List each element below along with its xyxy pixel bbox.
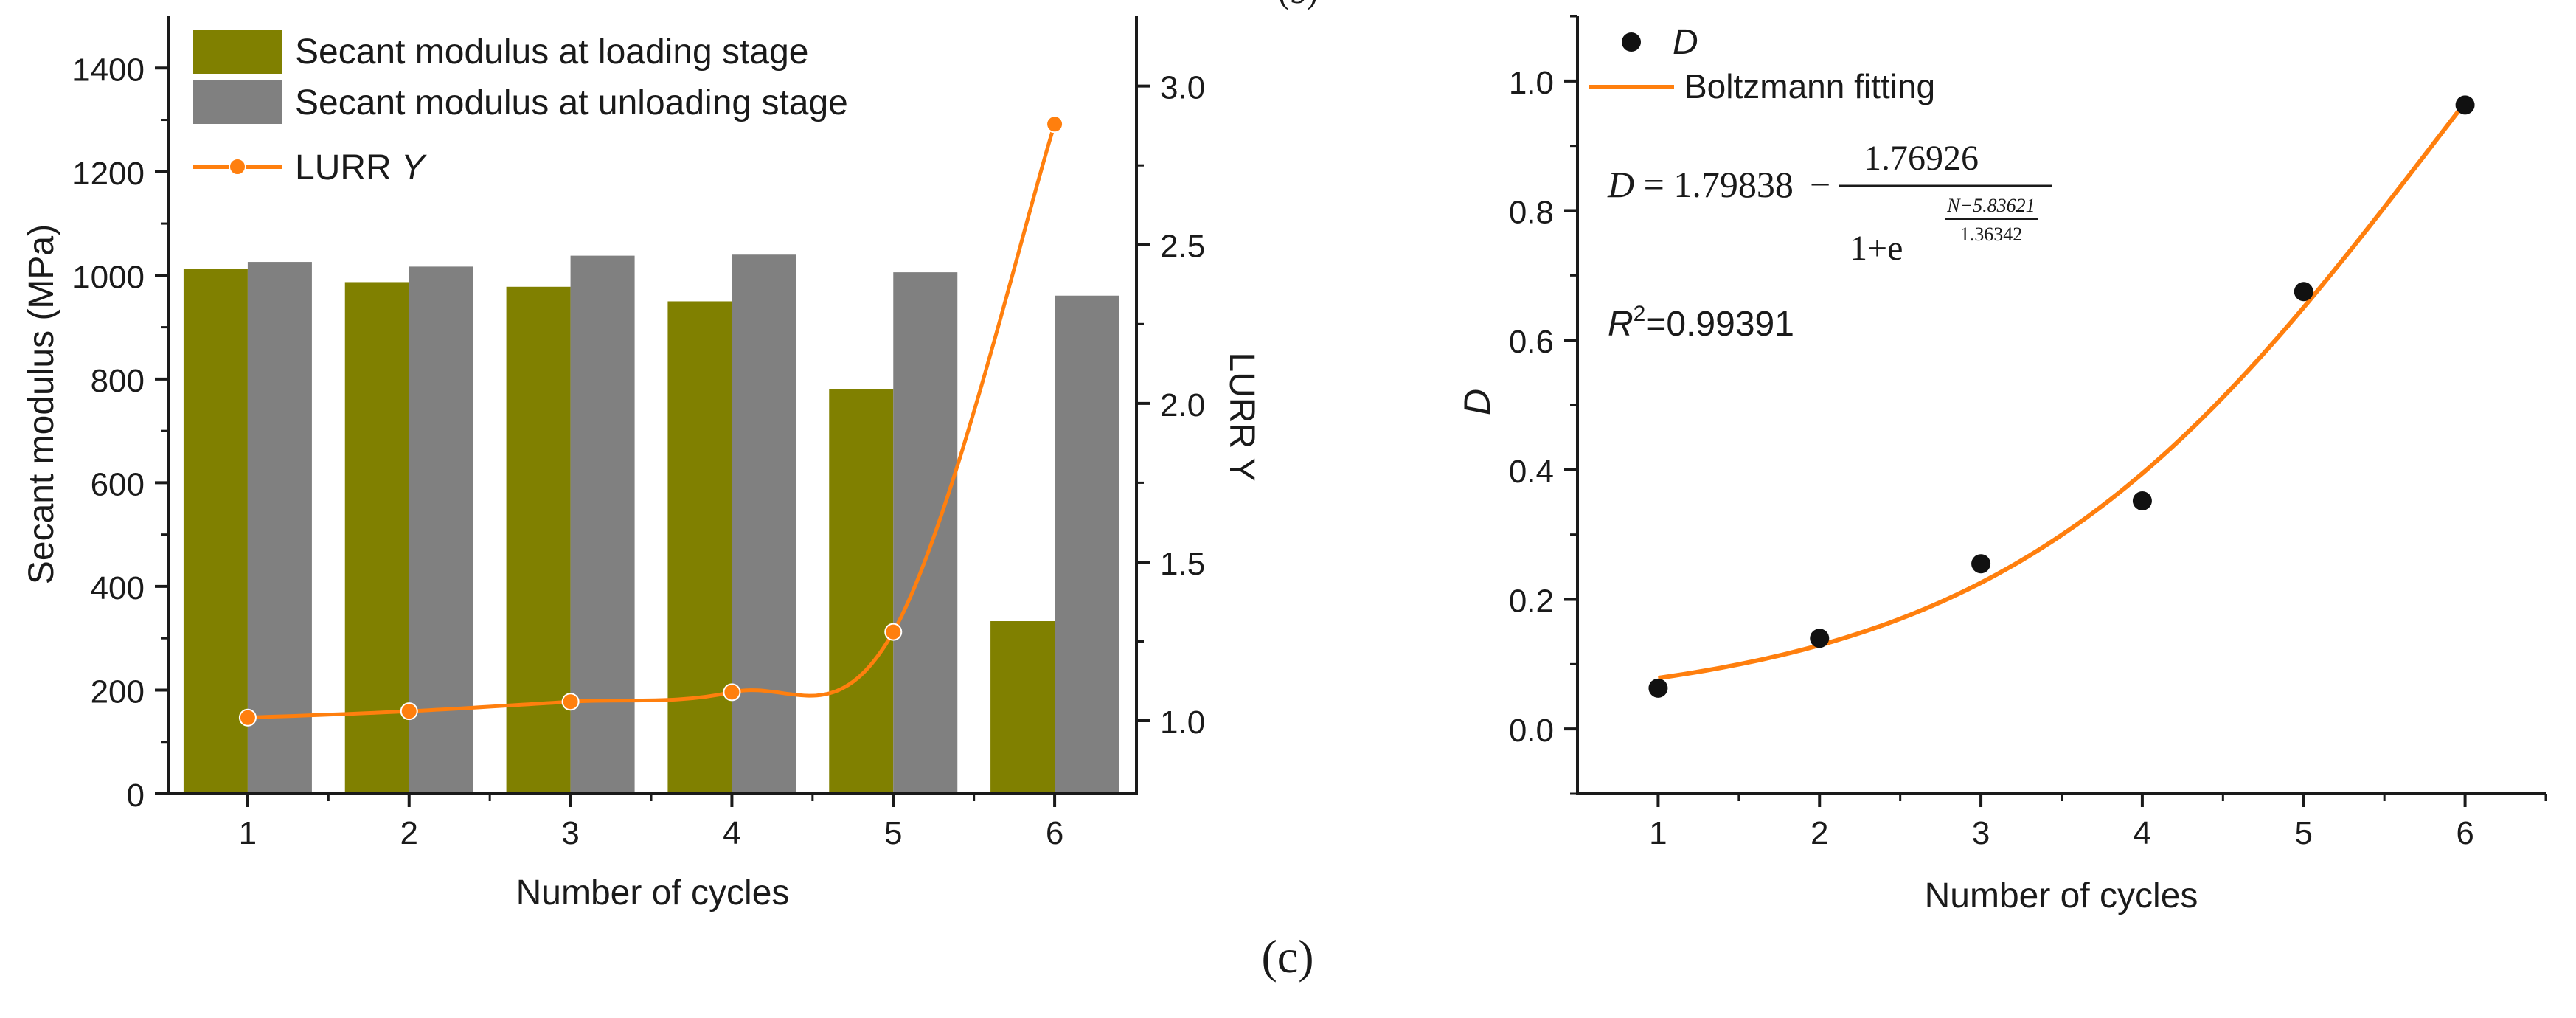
right-chart: 0.0 0.2 0.4 0.6 0.8 1.0 1 2 3 4 5 6 Number of cycl… — [1457, 15, 2547, 915]
legend-swatch-d-marker — [1622, 32, 1641, 52]
left-y2-axis-label: LURR Y — [1222, 352, 1261, 481]
right-y-tick-label-0.8: 0.8 — [1509, 195, 1554, 231]
bar-unloading-cycle-1 — [247, 262, 312, 794]
bar-unloading-cycle-4 — [732, 254, 796, 794]
right-x-tick-label-3: 3 — [1972, 815, 1990, 851]
lurr-point-cycle-1 — [238, 708, 257, 727]
right-y-tick-label-0.0: 0.0 — [1509, 713, 1554, 749]
right-y-ticks: 0.0 0.2 0.4 0.6 0.8 1.0 — [1509, 15, 1577, 795]
right-y-tick-label-1.0: 1.0 — [1509, 65, 1554, 101]
left-y-tick-label-600: 600 — [91, 466, 145, 502]
right-x-tick-label-2: 2 — [1811, 815, 1828, 851]
left-y2-tick-label-2.0: 2.0 — [1160, 387, 1205, 423]
lurr-point-cycle-3 — [561, 693, 580, 711]
equation-exp-denominator: 1.36342 — [1960, 224, 2023, 245]
left-bars — [183, 254, 1119, 794]
d-point-cycle-6 — [2455, 95, 2475, 115]
left-x-ticks: 1 2 3 4 5 6 — [239, 794, 1063, 851]
bar-unloading-cycle-3 — [570, 255, 635, 794]
right-legend: D Boltzmann fitting — [1589, 23, 1935, 105]
left-y-axis-label: Secant modulus (MPa) — [22, 224, 61, 584]
left-x-tick-label-2: 2 — [400, 815, 418, 851]
left-y-tick-label-0: 0 — [127, 778, 145, 814]
equation-minus: − — [1810, 164, 1830, 205]
left-x-tick-label-3: 3 — [561, 815, 579, 851]
d-point-cycle-4 — [2132, 491, 2152, 510]
left-y-tick-label-1000: 1000 — [72, 259, 145, 295]
lurr-point-cycle-5 — [884, 623, 903, 641]
left-y-tick-label-1400: 1400 — [72, 52, 145, 88]
left-y2-tick-label-2.5: 2.5 — [1160, 229, 1205, 265]
d-point-cycle-3 — [1971, 554, 1991, 574]
legend-label-unloading: Secant modulus at unloading stage — [295, 83, 848, 122]
r-squared: R2=0.99391 — [1608, 302, 1794, 344]
right-x-ticks: 1 2 3 4 5 6 — [1649, 794, 2547, 851]
right-x-axis-label: Number of cycles — [1925, 876, 2198, 915]
legend-label-d: D — [1673, 23, 1698, 62]
left-chart: 0 200 400 600 800 1000 1200 1400 1.0 1.5 2.0 2.5 3.… — [22, 16, 1261, 913]
bar-unloading-cycle-5 — [893, 272, 958, 794]
bar-loading-cycle-4 — [667, 301, 732, 794]
right-y-tick-label-0.4: 0.4 — [1509, 454, 1554, 490]
bar-unloading-cycle-6 — [1055, 295, 1119, 794]
bar-loading-cycle-3 — [506, 286, 571, 794]
bar-loading-cycle-5 — [829, 389, 894, 794]
legend-swatch-lurr-marker — [229, 158, 246, 176]
left-y-tick-label-200: 200 — [91, 674, 145, 710]
right-x-tick-label-5: 5 — [2295, 815, 2313, 851]
right-y-tick-label-0.6: 0.6 — [1509, 324, 1554, 360]
bar-loading-cycle-6 — [990, 621, 1055, 794]
d-point-cycle-1 — [1648, 678, 1668, 698]
legend-swatch-loading — [193, 30, 282, 74]
boltzmann-fit-curve — [1657, 101, 2467, 681]
bar-loading-cycle-2 — [344, 282, 409, 794]
right-x-tick-label-4: 4 — [2134, 815, 2151, 851]
legend-label-lurr: LURR Y — [295, 148, 427, 187]
left-y-tick-label-1200: 1200 — [72, 156, 145, 192]
left-legend: Secant modulus at loading stage Secant m… — [193, 30, 848, 187]
equation-lhs: D = 1.79838 — [1607, 164, 1794, 205]
right-x-tick-label-6: 6 — [2456, 815, 2473, 851]
legend-label-fit: Boltzmann fitting — [1684, 67, 1935, 105]
panel-label: (c) — [1261, 930, 1313, 983]
equation-numerator: 1.76926 — [1864, 139, 1979, 178]
left-y2-tick-label-1.5: 1.5 — [1160, 546, 1205, 582]
equation-denominator: 1+e — [1850, 229, 1903, 268]
d-point-cycle-5 — [2294, 282, 2313, 302]
d-point-cycle-2 — [1810, 629, 1830, 648]
left-y2-tick-label-3.0: 3.0 — [1160, 70, 1205, 106]
left-y-tick-label-800: 800 — [91, 363, 145, 399]
left-x-tick-label-6: 6 — [1046, 815, 1063, 851]
left-x-axis-label: Number of cycles — [516, 873, 790, 913]
left-x-tick-label-5: 5 — [884, 815, 902, 851]
right-y-axis-label: D — [1457, 389, 1498, 415]
lurr-points — [238, 115, 1064, 727]
fit-equation: D = 1.79838 − 1.76926 1+e N−5.83621 1.36… — [1607, 139, 2052, 344]
bar-loading-cycle-1 — [183, 269, 248, 794]
left-y-tick-label-400: 400 — [91, 570, 145, 606]
left-x-tick-label-4: 4 — [723, 815, 740, 851]
lurr-point-cycle-4 — [723, 683, 741, 702]
left-y2-ticks: 1.0 1.5 2.0 2.5 3.0 — [1136, 70, 1205, 741]
lurr-point-cycle-2 — [400, 702, 418, 721]
bar-unloading-cycle-2 — [409, 266, 473, 794]
right-x-tick-label-1: 1 — [1649, 815, 1667, 851]
legend-label-loading: Secant modulus at loading stage — [295, 32, 808, 72]
legend-swatch-unloading — [193, 80, 282, 124]
left-y-ticks: 0 200 400 600 800 1000 1200 1400 — [72, 52, 168, 814]
right-y-tick-label-0.2: 0.2 — [1509, 584, 1554, 620]
equation-exp-numerator: N−5.83621 — [1946, 195, 2035, 216]
left-x-tick-label-1: 1 — [239, 815, 257, 851]
d-points — [1648, 95, 2475, 698]
top-fragment-label: (b) — [1278, 0, 1318, 10]
lurr-point-cycle-6 — [1046, 115, 1064, 134]
left-y2-tick-label-1.0: 1.0 — [1160, 704, 1205, 741]
